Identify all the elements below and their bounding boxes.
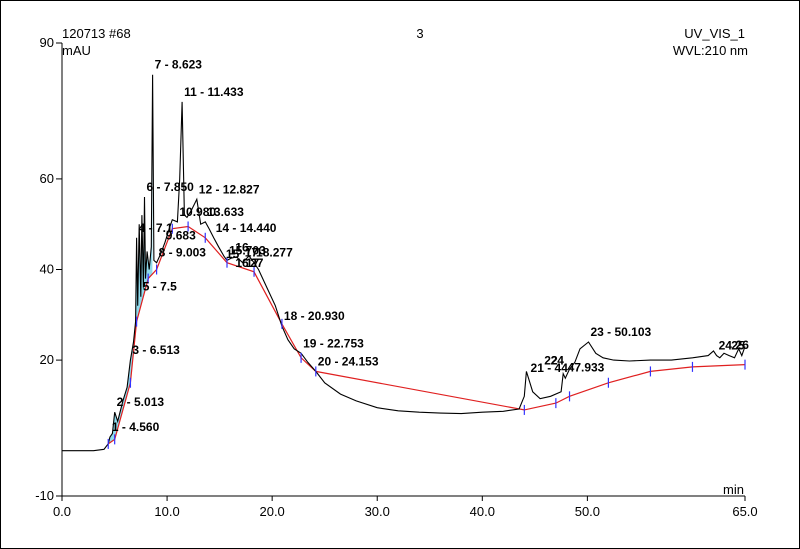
x-tick-label: 30.0 — [365, 504, 390, 519]
axis-ticks: 0.0 10.0 20.0 30.0 40.0 50.0 65.0 -10 20 40 60 90 — [35, 35, 757, 519]
peak-label: 13.633 — [207, 205, 244, 219]
y-tick-label: 90 — [40, 35, 54, 50]
peak-label: 5 - 7.5 — [143, 280, 177, 294]
peak-label-overlap: 16 — [235, 256, 249, 270]
peak-label: 6 - 7.850 — [146, 180, 194, 194]
x-axis-label: min — [723, 482, 744, 497]
peak-label-overlap: 27 — [250, 256, 264, 270]
peak-label: 16 — [235, 241, 249, 255]
peak-label-overlap: 26 — [736, 338, 750, 352]
peak-label-overlap: 17 — [246, 256, 260, 270]
x-tick-label: 50.0 — [575, 504, 600, 519]
peak-label: 20 - 24.153 — [318, 354, 379, 368]
peak-label: 21 - 44 — [531, 361, 569, 375]
chromatogram-trace — [62, 74, 746, 452]
peak-label: 24 — [719, 339, 733, 353]
peak-label: 10.980 — [179, 205, 216, 219]
wavelength-label: WVL:210 nm — [673, 43, 748, 58]
peak-label: 15.703 — [229, 243, 266, 257]
x-tick-label: 65.0 — [732, 504, 757, 519]
peak-label: 11 - 11.433 — [184, 85, 244, 99]
peak-label: 18.277 — [256, 246, 293, 260]
channel-label: UV_VIS_1 — [684, 26, 745, 41]
peak-label-overlap: 15 — [226, 247, 240, 261]
peak-label: 12 - 12.827 — [199, 182, 260, 196]
peak-label: 14 - 14.440 — [216, 221, 277, 235]
peak-label: 18 - 20.930 — [284, 309, 345, 323]
peak-labels: 1 - 4.560 2 - 5.013 3 - 6.513 4 - 7.1 5 - 7.… — [112, 58, 749, 434]
y-tick-label: 20 — [40, 352, 54, 367]
x-tick-label: 10.0 — [154, 504, 179, 519]
y-tick-label: 60 — [40, 171, 54, 186]
x-tick-label: 0.0 — [53, 504, 71, 519]
peak-label: 2 - 5.013 — [117, 395, 165, 409]
peak-label: 3 - 6.513 — [132, 343, 180, 357]
peak-label: 23 - 50.103 — [590, 325, 651, 339]
trace-line — [62, 74, 746, 452]
peak-label: 19 - 22.753 — [303, 336, 364, 350]
peak-label: 8 - 9.003 — [159, 246, 207, 260]
peak-label-overlap: 22 — [544, 354, 558, 368]
peak-area-fill — [108, 106, 153, 444]
sample-label: 120713 #68 — [62, 26, 131, 41]
x-tick-label: 40.0 — [470, 504, 495, 519]
x-tick-label: 20.0 — [259, 504, 284, 519]
y-tick-label: -10 — [35, 488, 54, 503]
peak-fills — [108, 106, 153, 444]
peak-label: 47.933 — [568, 360, 605, 374]
peak-label: 25 — [731, 339, 745, 353]
peak-label: 4 - 7.1 — [139, 221, 173, 235]
peak-label: 17 — [245, 246, 259, 260]
peak-label: 9.683 — [166, 229, 196, 243]
y-axis-label: mAU — [62, 43, 91, 58]
y-tick-label: 40 — [40, 262, 54, 277]
peak-label-overlap: 24 — [551, 354, 565, 368]
peak-label: 7 - 8.623 — [155, 58, 203, 72]
peak-label: 1 - 4.560 — [112, 420, 160, 434]
peak-markers — [107, 221, 746, 449]
injection-label: 3 — [416, 26, 423, 41]
